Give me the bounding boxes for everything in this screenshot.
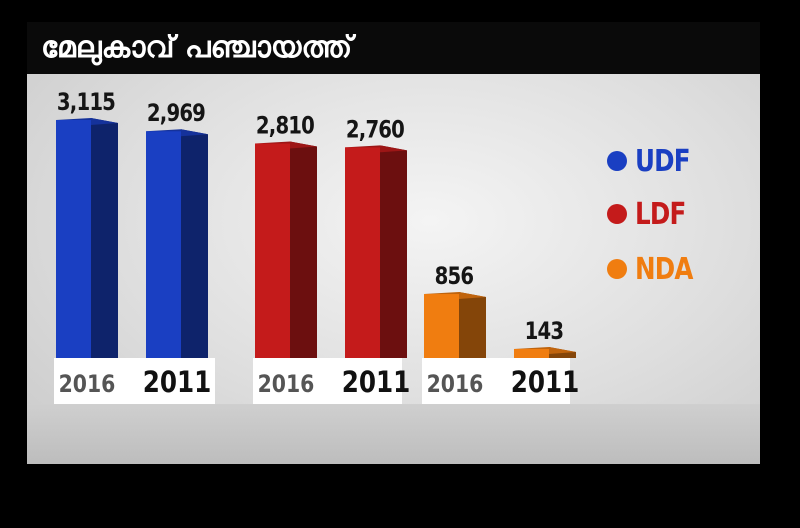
value-label-ldf-2011: 2,760 [346, 117, 405, 144]
value-label-nda-2011: 143 [525, 318, 564, 345]
year-label-ldf-2016: 2016 [258, 370, 315, 398]
year-label-plate-nda [422, 358, 570, 404]
bar-side-ldf-2011 [380, 145, 407, 358]
chart-frame: മേലുകാവ് പഞ്ചായത്ത് 3,115 2016 2,969 2011 2,… [27, 22, 760, 464]
value-label-udf-2016: 3,115 [57, 89, 115, 116]
bar-side-udf-2016 [91, 118, 118, 358]
bar-side-nda-2016 [459, 292, 486, 358]
year-label-nda-2016: 2016 [427, 370, 484, 398]
bar-nda-2016 [424, 294, 459, 358]
legend-label-nda: NDA [635, 251, 693, 287]
title-bar: മേലുകാവ് പഞ്ചായത്ത് [27, 22, 760, 74]
legend-label-ldf: LDF [635, 196, 686, 232]
bar-udf-2011 [146, 131, 181, 358]
bar-nda-2011 [514, 348, 549, 358]
bar-udf-2016 [56, 120, 91, 358]
year-label-udf-2016: 2016 [59, 370, 116, 398]
value-label-nda-2016: 856 [435, 263, 474, 290]
bar-ldf-2011 [345, 147, 380, 358]
legend-swatch-udf [607, 151, 627, 171]
year-label-plate-ldf [253, 358, 402, 404]
legend-label-udf: UDF [635, 143, 691, 179]
legend-swatch-ldf [607, 204, 627, 224]
legend-item-ldf: LDF [607, 196, 697, 232]
legend-item-udf: UDF [607, 143, 702, 179]
floor-shadow [27, 404, 760, 464]
legend-swatch-nda [607, 259, 627, 279]
year-label-udf-2011: 2011 [143, 366, 212, 399]
bar-side-ldf-2016 [290, 141, 317, 358]
bar-chart: 3,115 2016 2,969 2011 2,810 2016 2,760 2011 856 2… [54, 89, 580, 404]
year-label-nda-2011: 2011 [511, 366, 580, 399]
value-label-ldf-2016: 2,810 [256, 113, 315, 140]
value-label-udf-2011: 2,969 [147, 100, 205, 127]
chart-title: മേലുകാവ് പഞ്ചായത്ത് [41, 30, 353, 65]
year-label-plate-udf [54, 358, 215, 404]
year-label-ldf-2011: 2011 [342, 366, 411, 399]
legend-item-nda: NDA [607, 251, 705, 287]
bar-side-udf-2011 [181, 129, 208, 358]
bar-ldf-2016 [255, 143, 290, 358]
